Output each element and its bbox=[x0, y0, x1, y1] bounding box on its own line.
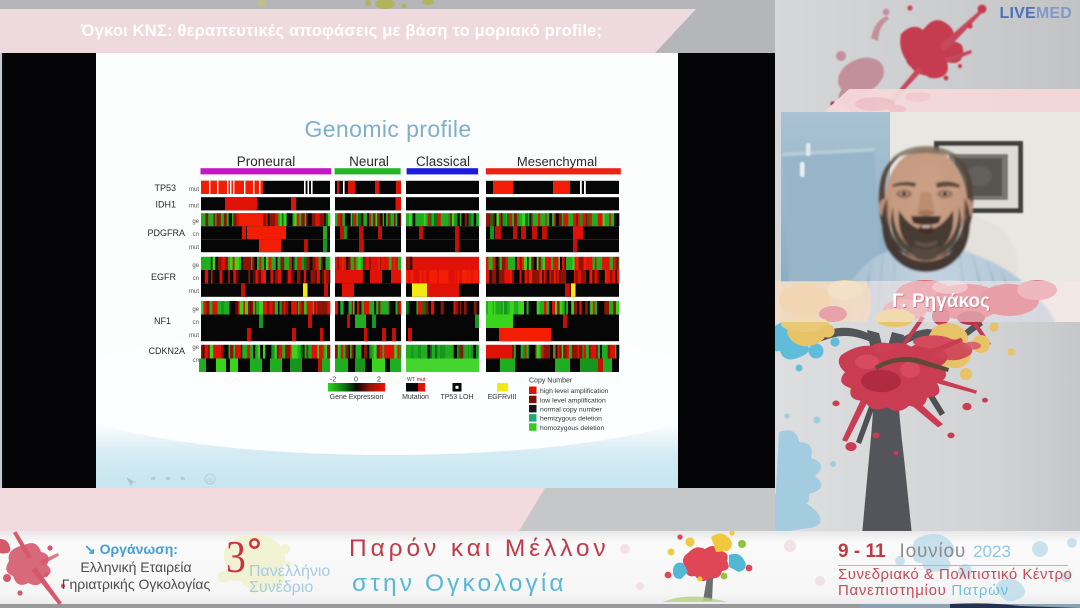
svg-text:EGFRvIII: EGFRvIII bbox=[488, 394, 517, 401]
svg-text:TP53 LOH: TP53 LOH bbox=[440, 394, 473, 401]
svg-text:Genomic profile: Genomic profile bbox=[304, 116, 471, 142]
svg-text:Mutation: Mutation bbox=[402, 394, 429, 401]
svg-text:Copy Number: Copy Number bbox=[529, 378, 573, 385]
svg-text:mut: mut bbox=[417, 377, 426, 383]
svg-text:homozygous deletion: homozygous deletion bbox=[540, 425, 604, 432]
svg-text:NF1: NF1 bbox=[154, 316, 171, 326]
svg-text:-2: -2 bbox=[330, 377, 336, 384]
svg-text:PDGFRA: PDGFRA bbox=[147, 228, 185, 238]
svg-text:mut: mut bbox=[189, 245, 199, 251]
svg-text:Mesenchymal: Mesenchymal bbox=[517, 154, 597, 169]
svg-text:hemizygous deletion: hemizygous deletion bbox=[540, 416, 602, 423]
svg-text:ge: ge bbox=[192, 307, 199, 313]
svg-text:mut: mut bbox=[189, 204, 199, 210]
svg-text:Gene Expression: Gene Expression bbox=[330, 394, 384, 401]
svg-text:0: 0 bbox=[354, 377, 358, 384]
svg-text:cc: cc bbox=[207, 478, 213, 484]
svg-text:Neural: Neural bbox=[349, 154, 389, 169]
svg-text:normal copy number: normal copy number bbox=[540, 407, 603, 414]
svg-text:mut: mut bbox=[189, 333, 199, 339]
svg-text:high level amplification: high level amplification bbox=[540, 388, 609, 395]
svg-text:WT: WT bbox=[407, 377, 415, 383]
svg-text:cn: cn bbox=[193, 232, 199, 238]
svg-text:EGFR: EGFR bbox=[151, 272, 177, 282]
svg-text:low level amplification: low level amplification bbox=[540, 397, 606, 404]
svg-text:ge: ge bbox=[192, 263, 199, 269]
svg-text:mut: mut bbox=[189, 289, 199, 295]
svg-text:cn: cn bbox=[193, 276, 199, 282]
svg-text:CDKN2A: CDKN2A bbox=[148, 346, 185, 356]
svg-text:Classical: Classical bbox=[416, 154, 470, 169]
svg-text:Γ. Ρηγάκος: Γ. Ρηγάκος bbox=[892, 291, 990, 312]
svg-text:TP53: TP53 bbox=[154, 183, 176, 193]
svg-text:cn: cn bbox=[193, 320, 199, 326]
svg-text:IDH1: IDH1 bbox=[155, 200, 176, 210]
svg-text:2: 2 bbox=[377, 377, 381, 384]
svg-text:mut: mut bbox=[189, 187, 199, 193]
svg-text:cn: cn bbox=[193, 358, 199, 364]
svg-text:ge: ge bbox=[192, 345, 199, 351]
svg-text:ge: ge bbox=[192, 219, 199, 225]
svg-text:Proneural: Proneural bbox=[237, 154, 296, 169]
svg-text:Γ. Ρηγάκος: Γ. Ρηγάκος bbox=[893, 292, 991, 313]
